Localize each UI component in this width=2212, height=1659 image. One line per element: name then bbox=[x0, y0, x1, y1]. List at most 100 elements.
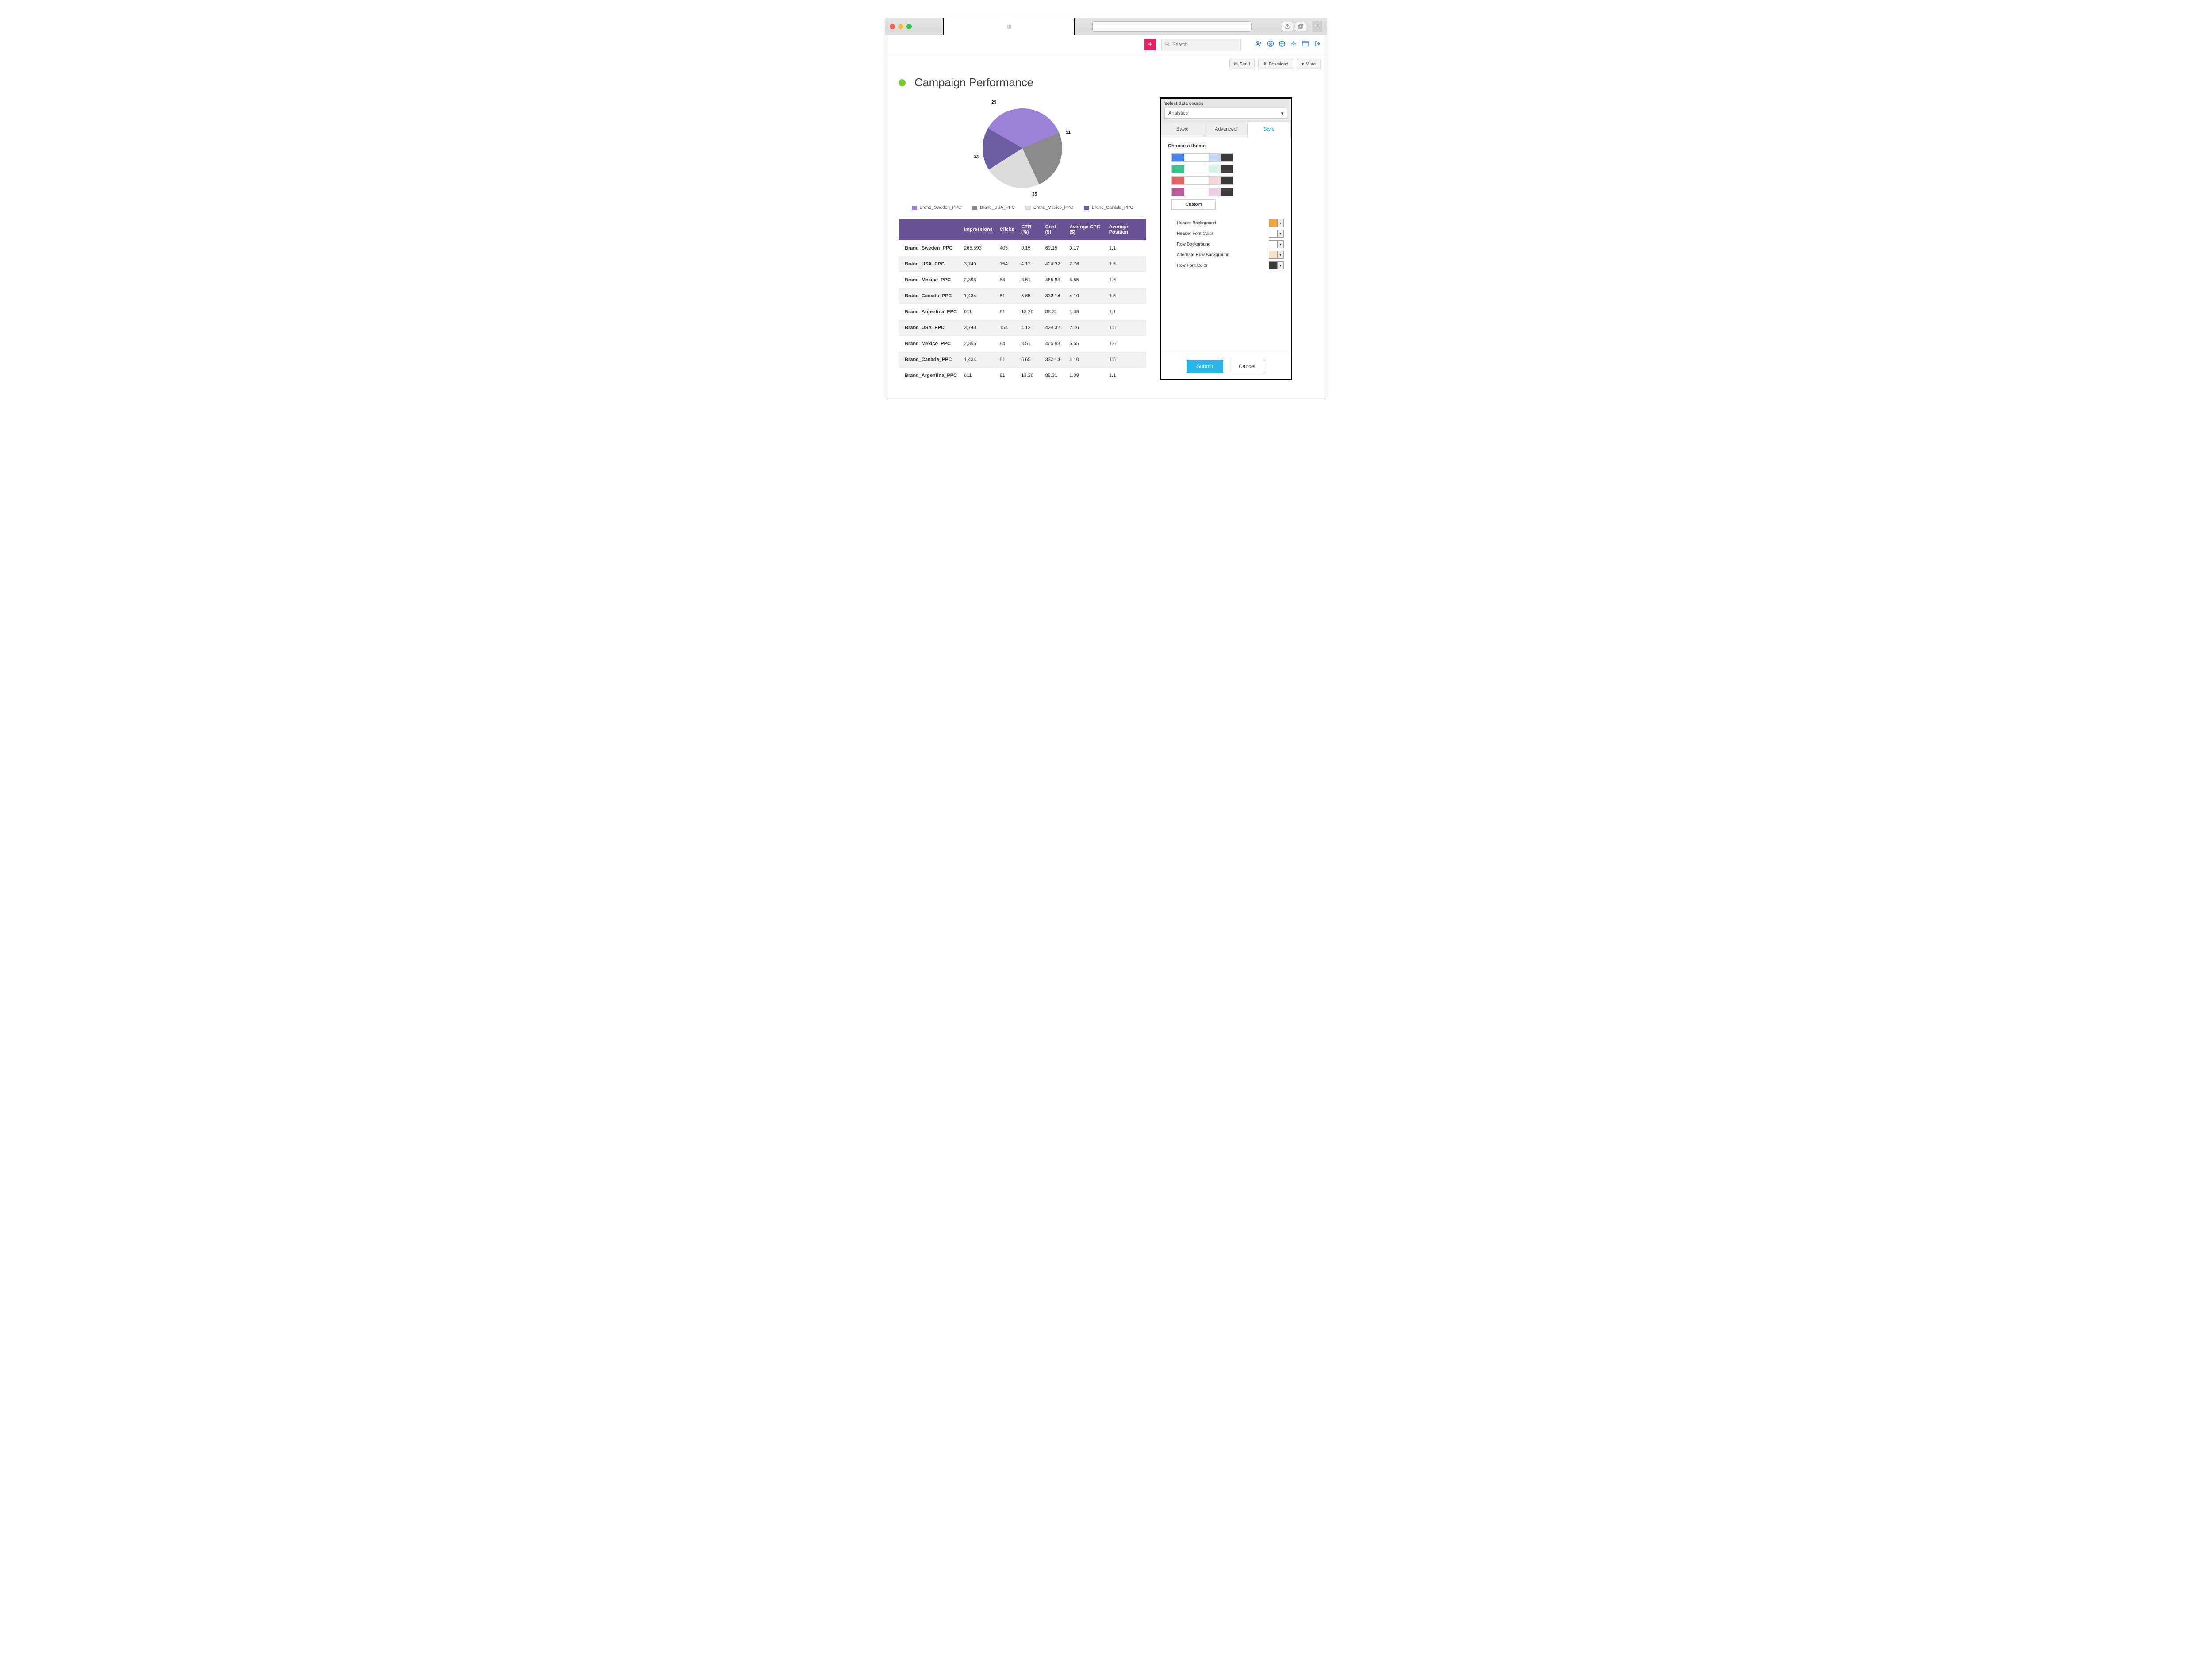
table-cell: 1.5 bbox=[1106, 256, 1146, 272]
logout-icon[interactable] bbox=[1314, 41, 1321, 49]
color-picker[interactable]: ▾ bbox=[1269, 219, 1284, 227]
share-icon[interactable] bbox=[1282, 22, 1293, 31]
send-button[interactable]: ✉ Send bbox=[1229, 59, 1255, 69]
add-user-icon[interactable] bbox=[1255, 41, 1262, 49]
download-icon: ⬇ bbox=[1263, 62, 1267, 67]
table-cell: 1.6 bbox=[1106, 272, 1146, 288]
custom-theme-button[interactable]: Custom bbox=[1171, 199, 1216, 210]
data-source-select[interactable]: Analytics ▾ bbox=[1164, 108, 1287, 119]
table-cell: 4.12 bbox=[1018, 256, 1041, 272]
table-cell: 84 bbox=[996, 336, 1018, 352]
mail-icon: ✉ bbox=[1234, 62, 1238, 67]
table-row: Brand_Canada_PPC1,434815.65332.144.101.5 bbox=[899, 352, 1146, 368]
search-placeholder: Search bbox=[1172, 42, 1188, 47]
style-option-row: Row Font Color ▾ bbox=[1177, 260, 1284, 271]
theme-option[interactable] bbox=[1171, 176, 1233, 185]
table-header-cell: Cost ($) bbox=[1042, 219, 1066, 240]
theme-swatch bbox=[1184, 177, 1197, 184]
table-cell: 4.10 bbox=[1066, 352, 1105, 368]
data-source-label: Select data source bbox=[1164, 101, 1287, 106]
color-picker[interactable]: ▾ bbox=[1269, 261, 1284, 269]
theme-swatch bbox=[1172, 165, 1184, 173]
table-cell: 2.76 bbox=[1066, 320, 1105, 336]
table-cell: 69.15 bbox=[1042, 240, 1066, 256]
table-cell: 5.65 bbox=[1018, 352, 1041, 368]
chevron-down-icon: ▾ bbox=[1277, 219, 1283, 227]
download-button[interactable]: ⬇ Download bbox=[1258, 59, 1293, 69]
table-cell: 81 bbox=[996, 368, 1018, 384]
page-title: Campaign Performance bbox=[914, 76, 1033, 89]
panel-header: Select data source Analytics ▾ bbox=[1161, 99, 1291, 122]
theme-swatch bbox=[1196, 177, 1209, 184]
table-cell: 88.31 bbox=[1042, 368, 1066, 384]
table-cell: Brand_Argentina_PPC bbox=[899, 304, 960, 320]
table-cell: 465.93 bbox=[1042, 272, 1066, 288]
panel-tabs: Basic Advanced Style bbox=[1161, 122, 1291, 137]
table-cell: 88.31 bbox=[1042, 304, 1066, 320]
legend-item: Brand_Sweden_PPC bbox=[912, 205, 962, 210]
color-swatch bbox=[1269, 251, 1277, 258]
chevron-down-icon: ▾ bbox=[1277, 251, 1283, 258]
data-source-value: Analytics bbox=[1168, 111, 1188, 116]
card-icon[interactable] bbox=[1302, 41, 1309, 49]
status-dot bbox=[899, 79, 906, 86]
pie-slices bbox=[983, 108, 1062, 188]
legend-label: Brand_Canada_PPC bbox=[1092, 205, 1133, 210]
table-cell: 1.1 bbox=[1106, 240, 1146, 256]
search-icon bbox=[1165, 42, 1170, 47]
pie-value-label: 35 bbox=[1032, 192, 1037, 197]
minimize-window-icon[interactable] bbox=[898, 24, 903, 29]
panel-body: Choose a theme Custom Header Background▾… bbox=[1161, 137, 1291, 353]
theme-swatch bbox=[1172, 177, 1184, 184]
chrome-right bbox=[1282, 22, 1306, 31]
table-cell: 424.32 bbox=[1042, 256, 1066, 272]
legend-item: Brand_Canada_PPC bbox=[1084, 205, 1133, 210]
table-cell: 1.5 bbox=[1106, 320, 1146, 336]
zoom-window-icon[interactable] bbox=[906, 24, 912, 29]
tab-style[interactable]: Style bbox=[1248, 122, 1291, 137]
color-swatch bbox=[1269, 230, 1277, 237]
theme-swatch bbox=[1209, 177, 1221, 184]
table-cell: 2,395 bbox=[960, 336, 996, 352]
user-icon[interactable] bbox=[1267, 41, 1274, 49]
color-picker[interactable]: ▾ bbox=[1269, 251, 1284, 259]
tabs-icon[interactable] bbox=[1295, 22, 1306, 31]
table-cell: Brand_USA_PPC bbox=[899, 320, 960, 336]
theme-option[interactable] bbox=[1171, 153, 1233, 162]
close-window-icon[interactable] bbox=[890, 24, 895, 29]
gear-icon[interactable] bbox=[1290, 41, 1297, 49]
table-row: Brand_Argentina_PPC6118113.2688.311.091.… bbox=[899, 368, 1146, 384]
theme-swatch bbox=[1221, 177, 1233, 184]
globe-icon[interactable] bbox=[1279, 41, 1285, 49]
theme-swatch bbox=[1221, 188, 1233, 196]
style-option-label: Header Font Color bbox=[1177, 231, 1213, 236]
add-button[interactable]: + bbox=[1144, 39, 1156, 50]
tab-advanced[interactable]: Advanced bbox=[1204, 122, 1248, 137]
url-bar[interactable] bbox=[1092, 21, 1252, 32]
style-option-label: Row Font Color bbox=[1177, 263, 1207, 268]
legend-item: Brand_USA_PPC bbox=[972, 205, 1015, 210]
table-cell: 154 bbox=[996, 256, 1018, 272]
theme-option[interactable] bbox=[1171, 188, 1233, 196]
more-button[interactable]: ▾ More bbox=[1297, 59, 1321, 69]
panel-footer: Submit Cancel bbox=[1161, 353, 1291, 379]
table-cell: 332.14 bbox=[1042, 352, 1066, 368]
more-label: More bbox=[1306, 62, 1316, 67]
color-swatch bbox=[1269, 241, 1277, 248]
table-cell: 265,593 bbox=[960, 240, 996, 256]
theme-option[interactable] bbox=[1171, 165, 1233, 173]
browser-window: ‹ › ▥ + + Search bbox=[885, 18, 1327, 398]
browser-chrome: ‹ › ▥ + bbox=[885, 18, 1327, 35]
new-tab-button[interactable]: + bbox=[1312, 21, 1322, 32]
pie-value-label: 25 bbox=[991, 100, 996, 105]
color-picker[interactable]: ▾ bbox=[1269, 230, 1284, 238]
table-cell: 405 bbox=[996, 240, 1018, 256]
color-picker[interactable]: ▾ bbox=[1269, 240, 1284, 248]
legend-label: Brand_USA_PPC bbox=[980, 205, 1015, 210]
table-cell: 1.09 bbox=[1066, 304, 1105, 320]
search-input[interactable]: Search bbox=[1161, 39, 1241, 50]
cancel-button[interactable]: Cancel bbox=[1229, 360, 1265, 373]
submit-button[interactable]: Submit bbox=[1187, 360, 1223, 373]
table-header-row: ImpressionsClicksCTR (%)Cost ($)Average … bbox=[899, 219, 1146, 240]
tab-basic[interactable]: Basic bbox=[1161, 122, 1204, 137]
